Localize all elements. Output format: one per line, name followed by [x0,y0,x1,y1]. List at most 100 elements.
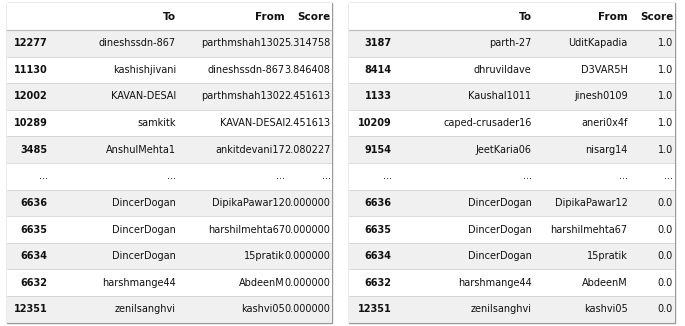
Text: KAVAN-DESAI: KAVAN-DESAI [220,118,285,128]
Text: 6635: 6635 [364,225,392,235]
Text: 6636: 6636 [364,198,392,208]
Text: 6632: 6632 [364,278,392,288]
Bar [349,270,675,296]
Text: 6636: 6636 [21,198,47,208]
Text: kashvi05: kashvi05 [584,304,627,315]
Text: DincerDogan: DincerDogan [468,225,532,235]
Text: Score: Score [640,11,673,22]
Text: Kaushal1011: Kaushal1011 [469,91,532,101]
Text: DincerDogan: DincerDogan [112,251,176,261]
Text: ...: ... [167,171,176,181]
Bar [7,83,332,110]
Text: 3485: 3485 [21,145,47,155]
Text: kashishjivani: kashishjivani [113,65,176,75]
Text: 8414: 8414 [364,65,392,75]
Text: ...: ... [619,171,627,181]
Bar [349,110,675,136]
Bar [7,3,332,30]
Text: dineshssdn-867: dineshssdn-867 [99,38,176,48]
Text: zenilsanghvi: zenilsanghvi [471,304,532,315]
Text: Score: Score [297,11,331,22]
Text: parth-27: parth-27 [489,38,532,48]
Text: 0.0: 0.0 [658,198,673,208]
Text: ...: ... [321,171,331,181]
Bar [349,30,675,56]
Text: 1.0: 1.0 [658,65,673,75]
Text: DincerDogan: DincerDogan [468,198,532,208]
Text: kashvi05: kashvi05 [241,304,285,315]
Text: 1.0: 1.0 [658,38,673,48]
Bar [7,190,332,216]
Text: From: From [598,11,627,22]
Text: harshmange44: harshmange44 [102,278,176,288]
Text: ...: ... [38,171,47,181]
Bar [7,243,332,270]
Text: 0.000000: 0.000000 [285,251,331,261]
Text: caped-crusader16: caped-crusader16 [443,118,532,128]
Text: DipikaPawar12: DipikaPawar12 [212,198,285,208]
Text: AbdeenM: AbdeenM [239,278,285,288]
Text: 0.000000: 0.000000 [285,198,331,208]
Text: DincerDogan: DincerDogan [468,251,532,261]
Text: ...: ... [523,171,532,181]
Text: harshmange44: harshmange44 [458,278,532,288]
Text: 0.000000: 0.000000 [285,304,331,315]
Bar [349,56,675,83]
Text: From: From [256,11,285,22]
Text: DincerDogan: DincerDogan [112,225,176,235]
Text: parthmshah1302: parthmshah1302 [201,38,285,48]
Bar [7,296,332,323]
Text: AbdeenM: AbdeenM [582,278,627,288]
Text: 11130: 11130 [14,65,47,75]
Text: 1133: 1133 [364,91,392,101]
Text: 15pratik: 15pratik [244,251,285,261]
Text: 2.451613: 2.451613 [284,91,331,101]
Text: 6634: 6634 [21,251,47,261]
Text: ...: ... [664,171,673,181]
Text: 0.000000: 0.000000 [285,225,331,235]
Text: 0.000000: 0.000000 [285,278,331,288]
Text: 0.0: 0.0 [658,278,673,288]
Text: 12351: 12351 [14,304,47,315]
Text: 9154: 9154 [364,145,392,155]
Text: 12277: 12277 [14,38,47,48]
Text: 5.314758: 5.314758 [284,38,331,48]
Text: 10209: 10209 [358,118,392,128]
Text: aneri0x4f: aneri0x4f [581,118,627,128]
Bar [7,270,332,296]
Text: 3187: 3187 [364,38,392,48]
Text: To: To [163,11,176,22]
Bar [7,136,332,163]
Text: 1.0: 1.0 [658,118,673,128]
Bar [7,56,332,83]
Text: 12351: 12351 [358,304,392,315]
Text: DipikaPawar12: DipikaPawar12 [555,198,627,208]
Bar [7,163,332,190]
Text: 0.0: 0.0 [658,304,673,315]
Text: D3VAR5H: D3VAR5H [581,65,627,75]
Text: UditKapadia: UditKapadia [569,38,627,48]
Text: 15pratik: 15pratik [586,251,627,261]
Bar [7,110,332,136]
Text: ...: ... [276,171,285,181]
Bar [349,136,675,163]
Text: 2.080227: 2.080227 [284,145,331,155]
Text: JeetKaria06: JeetKaria06 [475,145,532,155]
Text: jinesh0109: jinesh0109 [574,91,627,101]
Text: To: To [519,11,532,22]
Text: zenilsanghvi: zenilsanghvi [115,304,176,315]
Text: KAVAN-DESAI: KAVAN-DESAI [111,91,176,101]
Text: dineshssdn-867: dineshssdn-867 [208,65,285,75]
Text: 12002: 12002 [14,91,47,101]
Text: dhruvildave: dhruvildave [474,65,532,75]
Text: 3.846408: 3.846408 [285,65,331,75]
Bar [349,83,675,110]
Text: harshilmehta67: harshilmehta67 [551,225,627,235]
Text: 10289: 10289 [14,118,47,128]
Text: 6635: 6635 [21,225,47,235]
Bar [349,216,675,243]
Text: 0.0: 0.0 [658,225,673,235]
Text: 6634: 6634 [364,251,392,261]
Text: AnshulMehta1: AnshulMehta1 [106,145,176,155]
Text: harshilmehta67: harshilmehta67 [208,225,285,235]
